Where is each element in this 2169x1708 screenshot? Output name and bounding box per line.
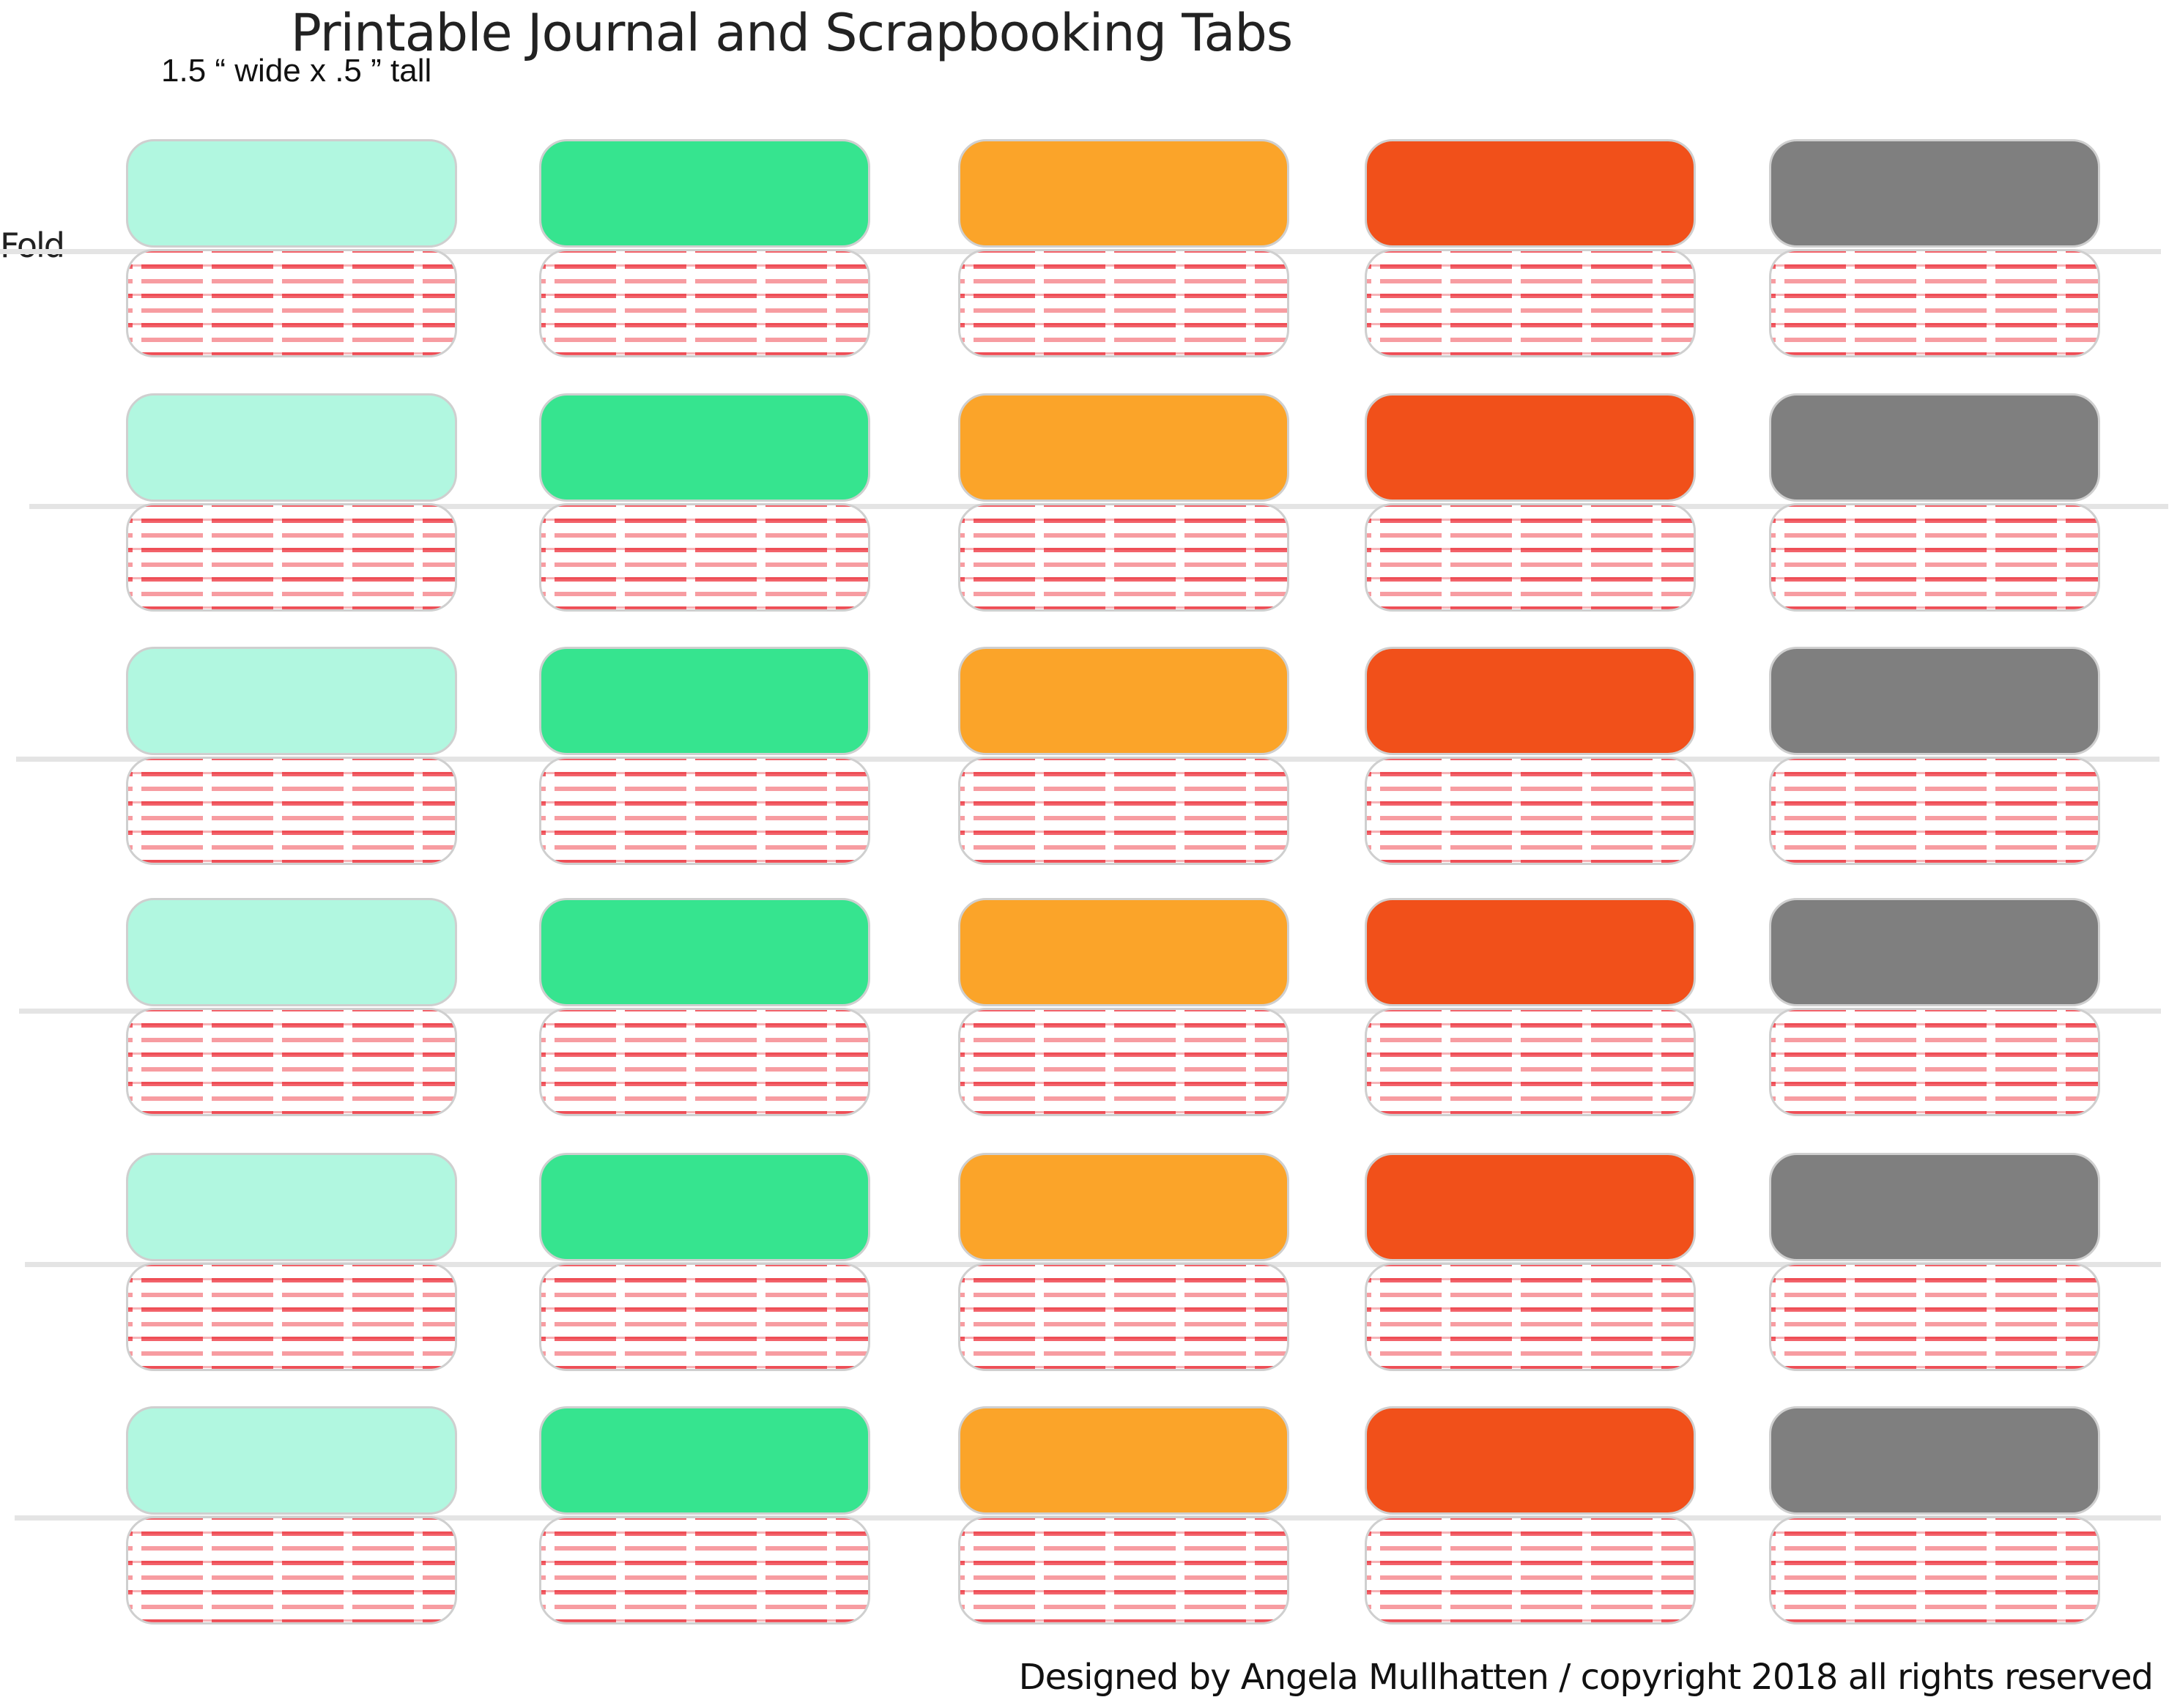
tab-gray-striped-bottom bbox=[1769, 249, 2100, 357]
tab-gray-top bbox=[1769, 1153, 2100, 1261]
tab-red-orange-striped-bottom bbox=[1365, 1008, 1696, 1116]
page-title: Printable Journal and Scrapbooking Tabs bbox=[0, 0, 2169, 66]
tab-gray-striped-bottom bbox=[1769, 1008, 2100, 1116]
tab-mint-striped-bottom bbox=[126, 1008, 457, 1116]
tab-gray-striped-bottom bbox=[1769, 757, 2100, 865]
tab-green-striped-bottom bbox=[539, 249, 870, 357]
tab-orange-striped-bottom bbox=[958, 503, 1289, 612]
tab-gray-striped-bottom bbox=[1769, 1263, 2100, 1371]
tab-red-orange-top bbox=[1365, 647, 1696, 755]
tab-mint-top bbox=[126, 898, 457, 1006]
tab-orange-striped-bottom bbox=[958, 1008, 1289, 1116]
tab-green-striped-bottom bbox=[539, 1516, 870, 1625]
tab-orange-striped-bottom bbox=[958, 757, 1289, 865]
tab-orange-top bbox=[958, 1406, 1289, 1515]
tab-red-orange-striped-bottom bbox=[1365, 757, 1696, 865]
tab-gray-top bbox=[1769, 898, 2100, 1006]
tab-green-striped-bottom bbox=[539, 503, 870, 612]
tab-green-striped-bottom bbox=[539, 1008, 870, 1116]
tab-red-orange-top bbox=[1365, 1153, 1696, 1261]
tab-orange-top bbox=[958, 898, 1289, 1006]
tab-gray-striped-bottom bbox=[1769, 503, 2100, 612]
size-note: 1.5 “ wide x .5 ” tall bbox=[161, 53, 432, 89]
tab-mint-top bbox=[126, 1406, 457, 1515]
tab-green-top bbox=[539, 139, 870, 248]
tab-mint-striped-bottom bbox=[126, 1263, 457, 1371]
tab-orange-top bbox=[958, 139, 1289, 248]
page-title-text: Printable Journal and Scrapbooking Tabs bbox=[290, 3, 1294, 63]
tab-gray-top bbox=[1769, 1406, 2100, 1515]
tab-gray-top bbox=[1769, 393, 2100, 502]
tab-red-orange-top bbox=[1365, 393, 1696, 502]
tab-red-orange-striped-bottom bbox=[1365, 503, 1696, 612]
tab-mint-top bbox=[126, 1153, 457, 1261]
tab-orange-striped-bottom bbox=[958, 1516, 1289, 1625]
tab-orange-striped-bottom bbox=[958, 249, 1289, 357]
copyright-footer: Designed by Angela Mullhatten / copyrigh… bbox=[1018, 1657, 2154, 1698]
tab-mint-striped-bottom bbox=[126, 503, 457, 612]
tab-orange-top bbox=[958, 1153, 1289, 1261]
tab-mint-striped-bottom bbox=[126, 757, 457, 865]
tab-green-top bbox=[539, 898, 870, 1006]
fold-label: Fold bbox=[0, 226, 65, 265]
tab-mint-top bbox=[126, 647, 457, 755]
tab-red-orange-top bbox=[1365, 898, 1696, 1006]
tab-red-orange-top bbox=[1365, 139, 1696, 248]
tab-mint-striped-bottom bbox=[126, 1516, 457, 1625]
tab-orange-top bbox=[958, 393, 1289, 502]
tab-green-striped-bottom bbox=[539, 757, 870, 865]
tab-green-top bbox=[539, 647, 870, 755]
tab-mint-striped-bottom bbox=[126, 249, 457, 357]
tab-gray-top bbox=[1769, 647, 2100, 755]
tab-red-orange-top bbox=[1365, 1406, 1696, 1515]
tab-orange-top bbox=[958, 647, 1289, 755]
tab-red-orange-striped-bottom bbox=[1365, 1263, 1696, 1371]
tab-orange-striped-bottom bbox=[958, 1263, 1289, 1371]
tab-red-orange-striped-bottom bbox=[1365, 249, 1696, 357]
tab-mint-top bbox=[126, 393, 457, 502]
tab-green-striped-bottom bbox=[539, 1263, 870, 1371]
tab-green-top bbox=[539, 1406, 870, 1515]
tab-red-orange-striped-bottom bbox=[1365, 1516, 1696, 1625]
tab-gray-striped-bottom bbox=[1769, 1516, 2100, 1625]
tab-green-top bbox=[539, 393, 870, 502]
tab-mint-top bbox=[126, 139, 457, 248]
tab-green-top bbox=[539, 1153, 870, 1261]
tab-gray-top bbox=[1769, 139, 2100, 248]
